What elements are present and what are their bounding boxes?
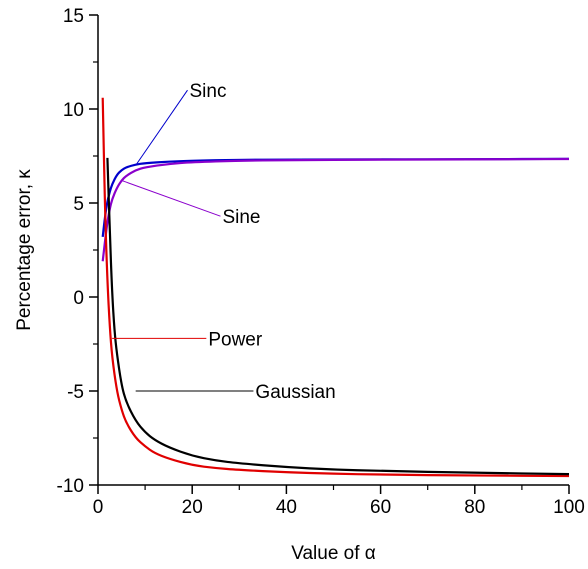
y-tick-label: -5 (67, 382, 84, 403)
x-tick-label: 60 (370, 497, 391, 518)
y-tick-label: -10 (57, 476, 84, 497)
x-axis-title: Value of α (291, 543, 376, 564)
annotation-layer: Sinc Sine Power Gaussian (112, 81, 336, 403)
series-line-power (101, 97, 570, 478)
series-line-gaussian (106, 157, 570, 476)
x-tick-label: 20 (182, 497, 203, 518)
y-tick-label: 10 (63, 100, 84, 121)
annotation-label-power: Power (208, 329, 263, 350)
annotation-leader-sinc (135, 89, 188, 166)
y-axis-title: Percentage error, κ (14, 169, 35, 331)
series-line-sinc (101, 157, 570, 237)
series-line-sine (101, 157, 570, 262)
series-layer (101, 97, 570, 478)
x-tick-label: 40 (276, 497, 297, 518)
y-tick-label: 15 (63, 6, 84, 27)
annotation-label-gaussian: Gaussian (255, 382, 335, 403)
x-tick-label: 100 (553, 497, 585, 518)
y-tick-label: 5 (73, 194, 84, 215)
x-tick-label: 80 (464, 497, 485, 518)
axes: 0 20 40 60 80 100 -10 -5 0 5 10 15 (57, 6, 585, 518)
annotation-label-sine: Sine (222, 207, 260, 228)
annotation-leader-sine (121, 179, 221, 217)
annotation-label-sinc: Sinc (189, 81, 226, 102)
y-tick-label: 0 (73, 288, 84, 309)
x-tick-label: 0 (93, 497, 104, 518)
